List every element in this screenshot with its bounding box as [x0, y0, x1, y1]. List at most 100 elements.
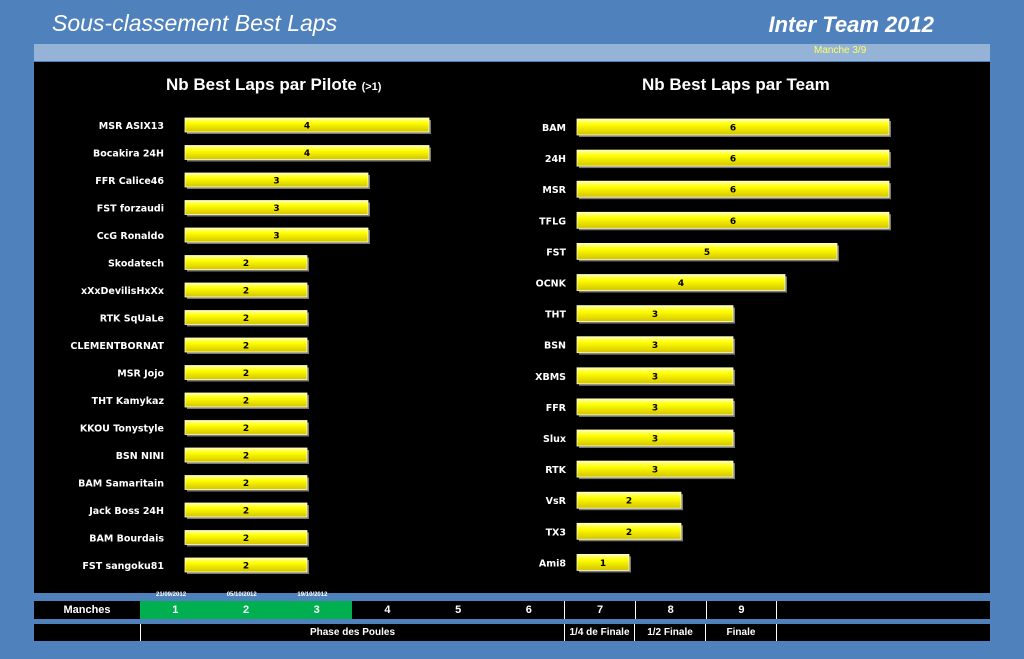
pilot-bar	[184, 447, 308, 463]
team-value-label: 3	[652, 403, 658, 413]
team-category-label: FFR	[546, 403, 567, 414]
pilot-value-label: 2	[243, 507, 249, 517]
pilot-value-label: 2	[243, 259, 249, 269]
team-bar	[576, 398, 734, 416]
pilot-category-label: MSR ASIX13	[99, 121, 164, 132]
team-value-label: 1	[600, 559, 606, 569]
pilot-bar	[184, 365, 308, 380]
manche-cell-7: 7	[564, 601, 635, 619]
manches-strip: Manches 1 21/09/2012 2 05/10/2012 3 19/10/201…	[34, 592, 990, 619]
manche-cell-2: 2 05/10/2012	[210, 592, 282, 619]
pilot-bar	[184, 502, 308, 518]
pilot-value-label: 2	[243, 479, 249, 489]
sub-header-bar: Manche 3/9	[34, 44, 990, 61]
pilot-value-label: 2	[243, 424, 249, 434]
charts-panel: Nb Best Laps par Pilote (>1) Nb Best Lap…	[34, 62, 990, 593]
team-value-label: 6	[730, 155, 736, 165]
pilot-category-label: KKOU Tonystyle	[80, 424, 164, 435]
pilot-bar	[184, 557, 308, 573]
team-category-label: MSR	[542, 185, 566, 196]
team-category-label: BSN	[544, 341, 566, 352]
pilot-value-label: 3	[273, 204, 279, 214]
pilot-category-label: RTK SqUaLe	[100, 314, 164, 325]
team-bar	[576, 336, 734, 354]
manche-cell-6: 6	[525, 604, 532, 616]
team-bar	[576, 118, 890, 136]
team-bar	[576, 522, 682, 540]
pilot-bar	[184, 200, 369, 215]
pilot-category-label: Skodatech	[108, 259, 164, 270]
pilot-bar	[184, 145, 430, 160]
pilot-bar	[184, 255, 308, 270]
pilot-value-label: 2	[243, 369, 249, 379]
team-bar	[576, 305, 734, 323]
team-category-label: RTK	[545, 465, 566, 476]
team-chart-title: Nb Best Laps par Team	[642, 75, 830, 94]
pilot-value-label: 3	[273, 232, 279, 242]
pilot-value-label: 2	[243, 397, 249, 407]
pilot-value-label: 2	[243, 342, 249, 352]
pilot-category-label: BAM Samaritain	[78, 479, 164, 490]
pilot-category-label: BSN NINI	[116, 451, 164, 462]
manches-label: Manches	[63, 604, 111, 616]
team-category-label: THT	[545, 310, 566, 321]
pilot-category-label: FST sangoku81	[82, 561, 164, 572]
team-category-label: XBMS	[535, 372, 566, 383]
pilot-category-label: Bocakira 24H	[93, 149, 164, 160]
phase-semi-final: 1/2 Finale	[634, 624, 705, 641]
pilot-value-label: 2	[243, 287, 249, 297]
team-bar	[576, 242, 838, 260]
pilot-category-label: FFR Calice46	[95, 176, 164, 187]
pilot-chart-title-suffix: (>1)	[361, 81, 382, 93]
team-bar	[576, 491, 682, 509]
pilot-bar	[184, 172, 369, 188]
manche-cell-1: 1 21/09/2012	[140, 592, 211, 619]
team-category-label: TFLG	[539, 216, 566, 227]
phase-final: Finale	[705, 624, 777, 641]
pilot-bar	[184, 420, 308, 435]
team-value-label: 3	[652, 372, 658, 382]
bar-charts: MSR ASIX13 4 Bocakira 24H 4 FFR Calice46 3 FST…	[70, 117, 891, 574]
manche-date: 21/09/2012	[156, 592, 187, 598]
team-category-label: Slux	[543, 434, 566, 445]
team-category-label: Ami8	[539, 558, 567, 569]
team-category-label: TX3	[546, 527, 566, 538]
pilot-bar	[184, 310, 308, 325]
phases-strip: Phase des Poules 1/4 de Finale 1/2 Final…	[34, 624, 990, 641]
pilot-bar	[184, 282, 308, 298]
pilot-bar	[184, 530, 308, 545]
team-value-label: 2	[626, 497, 632, 507]
page-title: Sous-classement Best Laps	[52, 10, 338, 36]
pilot-bar	[184, 117, 430, 133]
pilot-bar	[184, 475, 308, 490]
team-value-label: 6	[730, 186, 736, 196]
pilot-category-label: MSR Jojo	[117, 369, 164, 380]
phase-poules: Phase des Poules	[140, 624, 564, 641]
pilot-category-label: BAM Bourdais	[89, 534, 164, 545]
team-bar	[576, 429, 734, 447]
phase-quarter-final: 1/4 de Finale	[564, 624, 634, 641]
team-value-label: 3	[652, 341, 658, 351]
manche-cell-3: 3 19/10/2012	[281, 592, 353, 619]
pilot-chart-title: Nb Best Laps par Pilote (>1)	[166, 75, 381, 95]
manche-progress: Manche 3/9	[814, 45, 867, 56]
pilot-value-label: 2	[243, 452, 249, 462]
manche-cell-8: 8	[634, 601, 706, 619]
team-bar	[576, 460, 734, 478]
team-value-label: 4	[678, 279, 684, 289]
team-bar	[576, 553, 630, 571]
pilot-value-label: 4	[304, 149, 310, 159]
manche-cell-4: 4	[384, 604, 391, 616]
pilot-bar	[184, 337, 308, 353]
team-category-label: OCNK	[536, 279, 567, 290]
team-bar	[576, 274, 786, 291]
team-value-label: 3	[652, 466, 658, 476]
pilot-value-label: 2	[243, 314, 249, 324]
manche-cell-9: 9	[705, 601, 777, 619]
team-category-label: FST	[546, 247, 566, 258]
pilot-value-label: 2	[243, 534, 249, 544]
pilot-value-label: 4	[304, 122, 310, 132]
team-value-label: 2	[626, 528, 632, 538]
pilot-category-label: CLEMENTBORNAT	[70, 341, 164, 352]
pilot-category-label: THT Kamykaz	[92, 396, 165, 407]
